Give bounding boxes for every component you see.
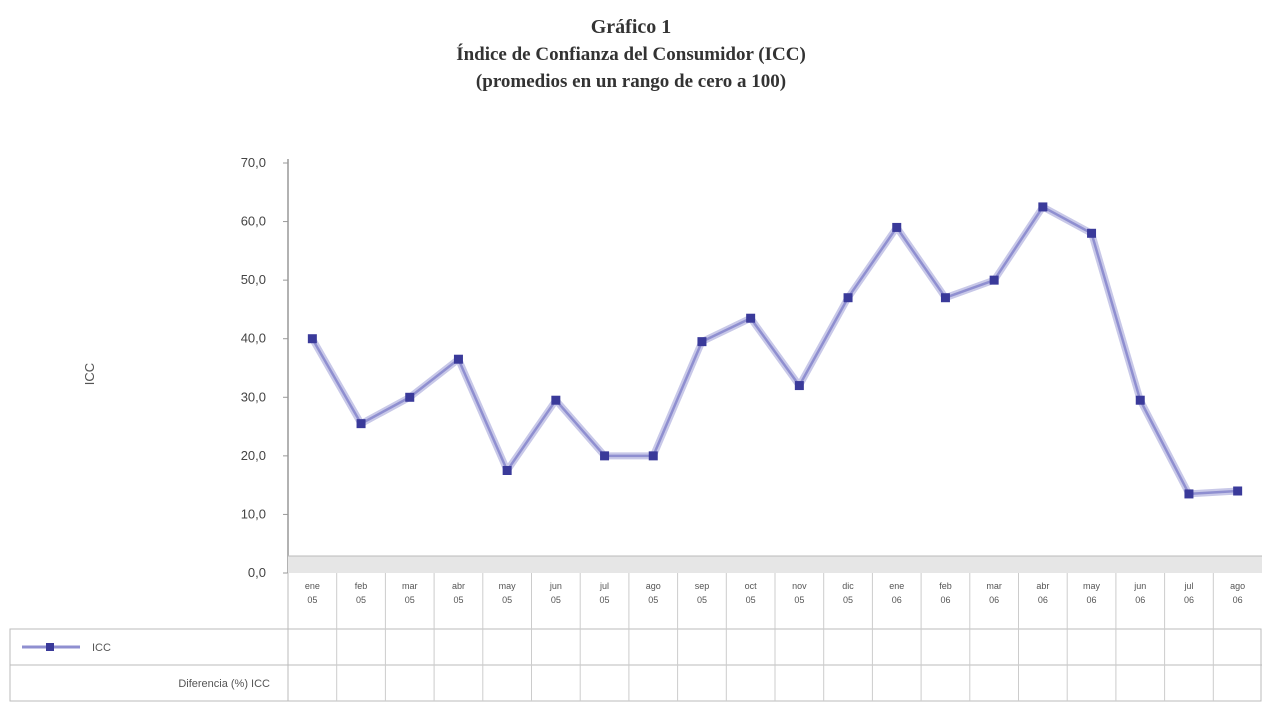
x-tick-label: ago xyxy=(1230,581,1245,591)
x-tick-label: mar xyxy=(402,581,418,591)
y-tick-label: 70,0 xyxy=(241,155,266,170)
x-tick-label-year: 05 xyxy=(405,595,415,605)
data-point xyxy=(502,466,512,475)
legend-label-diff: Diferencia (%) ICC xyxy=(178,678,270,690)
x-tick-label: mar xyxy=(986,581,1002,591)
y-tick-label: 50,0 xyxy=(241,272,266,287)
data-point xyxy=(551,395,561,405)
x-tick-label: feb xyxy=(939,581,952,591)
data-point xyxy=(1233,486,1243,496)
x-tick-label: nov xyxy=(792,581,807,591)
data-point xyxy=(697,337,707,347)
data-point xyxy=(843,293,853,303)
x-tick-label-year: 05 xyxy=(697,595,707,605)
x-tick-label: dic xyxy=(842,581,854,591)
x-tick-label-year: 05 xyxy=(502,595,512,605)
y-tick-label: 20,0 xyxy=(241,448,266,463)
x-tick-label-year: 05 xyxy=(356,595,366,605)
x-tick-label: jul xyxy=(1183,581,1193,591)
x-tick-label-year: 05 xyxy=(746,595,756,605)
x-tick-label: abr xyxy=(452,581,465,591)
data-point xyxy=(453,354,463,364)
x-tick-label: abr xyxy=(1036,581,1049,591)
y-tick-label: 30,0 xyxy=(241,389,266,404)
x-tick-label: may xyxy=(1083,581,1101,591)
x-tick-label-year: 05 xyxy=(600,595,610,605)
x-tick-label: jun xyxy=(549,581,562,591)
y-tick-label: 60,0 xyxy=(241,214,266,229)
data-point xyxy=(1087,228,1097,238)
chart-subtitle-2: (promedios en un rango de cero a 100) xyxy=(475,71,787,92)
x-tick-label-year: 05 xyxy=(307,595,317,605)
x-tick-label: sep xyxy=(695,581,710,591)
legend-label-icc: ICC xyxy=(92,642,111,654)
data-point xyxy=(600,451,610,461)
x-tick-label: may xyxy=(499,581,517,591)
y-tick-label: 40,0 xyxy=(241,331,266,346)
data-point xyxy=(940,293,950,303)
x-tick-label-year: 05 xyxy=(453,595,463,605)
y-tick-label: 10,0 xyxy=(241,506,266,521)
data-point xyxy=(307,334,317,344)
data-point xyxy=(746,313,756,323)
legend-marker-key xyxy=(46,643,54,651)
x-tick-label: ene xyxy=(305,581,320,591)
x-tick-label: feb xyxy=(355,581,368,591)
data-point xyxy=(989,275,999,285)
data-point xyxy=(1184,489,1194,499)
x-tick-label-year: 05 xyxy=(551,595,561,605)
data-point xyxy=(648,451,658,461)
chart-subtitle: Índice de Confianza del Consumidor (ICC) xyxy=(456,44,806,65)
title-block: Gráfico 1 Índice de Confianza del Consum… xyxy=(0,14,1262,95)
x-axis-band xyxy=(288,556,1262,573)
x-tick-label-year: 06 xyxy=(1233,595,1243,605)
x-tick-label-year: 06 xyxy=(989,595,999,605)
data-point xyxy=(1135,395,1145,405)
x-tick-label: ene xyxy=(889,581,904,591)
data-point xyxy=(1038,202,1048,212)
series-line xyxy=(311,205,1238,496)
x-tick-label: jun xyxy=(1133,581,1146,591)
y-tick-label: 0,0 xyxy=(248,565,266,580)
chart-title: Gráfico 1 xyxy=(590,16,672,38)
x-tick-label-year: 05 xyxy=(794,595,804,605)
data-point xyxy=(892,222,902,232)
y-axis-label: ICC xyxy=(82,363,97,385)
x-tick-label-year: 06 xyxy=(892,595,902,605)
data-point xyxy=(405,392,415,402)
x-tick-label-year: 06 xyxy=(1087,595,1097,605)
data-point xyxy=(794,381,804,391)
x-tick-label-year: 06 xyxy=(1135,595,1145,605)
x-tick-label-year: 06 xyxy=(1038,595,1048,605)
x-tick-label-year: 06 xyxy=(940,595,950,605)
x-tick-label-year: 05 xyxy=(648,595,658,605)
x-tick-label-year: 05 xyxy=(843,595,853,605)
x-tick-label: jul xyxy=(599,581,609,591)
data-point xyxy=(356,419,366,429)
x-tick-label: oct xyxy=(745,581,758,591)
x-tick-label-year: 06 xyxy=(1184,595,1194,605)
x-tick-label: ago xyxy=(646,581,661,591)
